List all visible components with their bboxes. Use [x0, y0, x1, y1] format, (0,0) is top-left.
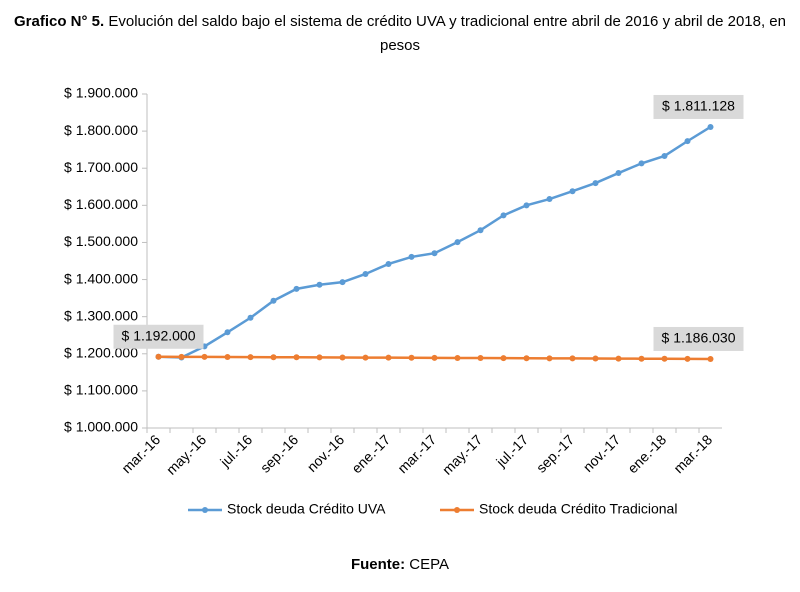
point — [362, 270, 369, 277]
x-tick-label: mar.-18 — [670, 431, 715, 476]
x-tick-label: jul.-17 — [492, 431, 531, 470]
y-tick-label: $ 1.500.000 — [64, 233, 138, 249]
y-tick-label: $ 1.800.000 — [64, 122, 138, 138]
point — [339, 279, 346, 286]
point — [592, 180, 599, 187]
point — [707, 355, 714, 362]
title-block: Grafico N° 5. Evolución del saldo bajo e… — [0, 10, 800, 58]
point — [155, 353, 162, 360]
y-tick-label: $ 1.600.000 — [64, 196, 138, 212]
point — [615, 355, 622, 362]
x-tick-label: mar.-16 — [118, 431, 163, 476]
y-tick-label: $ 1.300.000 — [64, 307, 138, 323]
point — [477, 355, 484, 362]
y-tick-label: $ 1.000.000 — [64, 419, 138, 435]
x-tick-label: sep.-16 — [257, 431, 301, 475]
series-line — [158, 125, 712, 359]
point — [500, 212, 507, 219]
legend-marker — [454, 507, 460, 513]
point — [224, 329, 231, 336]
value-label: $ 1.192.000 — [122, 327, 196, 343]
x-tick-label: nov.-17 — [580, 431, 624, 475]
point — [707, 123, 714, 130]
x-tick-label: ene.-18 — [624, 431, 669, 476]
point — [247, 314, 254, 321]
point — [546, 355, 553, 362]
x-tick-label: ene.-17 — [348, 431, 393, 476]
value-label: $ 1.186.030 — [662, 330, 736, 346]
legend-marker — [202, 507, 208, 513]
chart-subtitle: Evolución del saldo bajo el sistema de c… — [108, 13, 786, 54]
source-label: Fuente: — [350, 556, 406, 573]
value-label-box — [653, 326, 744, 351]
point — [546, 196, 553, 203]
point — [408, 253, 415, 260]
x-tick-label: mar.-17 — [394, 431, 439, 476]
point — [385, 354, 392, 361]
point — [569, 188, 576, 195]
point — [293, 285, 300, 292]
point — [431, 250, 438, 257]
point — [339, 354, 346, 361]
point — [454, 354, 461, 361]
value-label: $ 1.811.128 — [662, 98, 735, 114]
point — [362, 354, 369, 361]
x-tick-label: jul.-16 — [216, 431, 255, 470]
source: Fuente: CEPA — [0, 556, 800, 573]
point — [454, 239, 461, 246]
x-tick-label: may.-16 — [163, 431, 209, 477]
source-text: CEPA — [409, 556, 450, 573]
point — [293, 354, 300, 361]
point — [569, 355, 576, 362]
point — [615, 170, 622, 177]
point — [316, 354, 323, 361]
x-tick-label: sep.-17 — [533, 431, 577, 475]
point — [431, 354, 438, 361]
point — [224, 354, 231, 361]
point — [201, 353, 208, 360]
point — [385, 260, 392, 267]
value-label-box — [113, 324, 204, 349]
point — [592, 355, 599, 362]
point — [178, 353, 185, 360]
point — [316, 281, 323, 288]
point — [270, 297, 277, 304]
legend-label: Stock deuda Crédito UVA — [227, 501, 386, 517]
point — [247, 354, 254, 361]
point — [408, 354, 415, 361]
point — [477, 227, 484, 234]
chart-title: Grafico N° 5. — [13, 13, 105, 30]
y-tick-label: $ 1.100.000 — [64, 382, 138, 398]
point — [523, 355, 530, 362]
y-tick-label: $ 1.900.000 — [64, 85, 138, 101]
value-label-box — [653, 94, 744, 119]
point — [270, 354, 277, 361]
point — [638, 160, 645, 167]
point — [684, 138, 691, 145]
point — [638, 355, 645, 362]
y-tick-label: $ 1.700.000 — [64, 159, 138, 175]
point — [523, 202, 530, 209]
point — [684, 355, 691, 362]
legend-label: Stock deuda Crédito Tradicional — [479, 501, 677, 517]
x-tick-label: may.-17 — [439, 431, 485, 477]
point — [500, 355, 507, 362]
x-tick-label: nov.-16 — [304, 431, 348, 475]
y-tick-label: $ 1.400.000 — [64, 270, 138, 286]
point — [661, 152, 668, 159]
point — [661, 355, 668, 362]
